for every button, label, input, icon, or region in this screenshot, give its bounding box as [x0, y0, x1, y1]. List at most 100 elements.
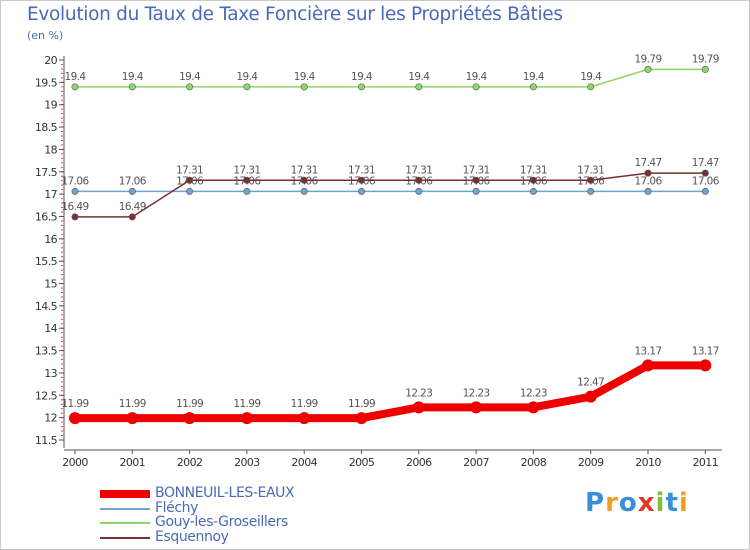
data-label-gouy-les-groseillers: 19.79	[692, 53, 719, 65]
data-point-bonneuil-les-eaux	[584, 390, 597, 403]
y-tick-label: 13	[44, 367, 57, 380]
data-label-gouy-les-groseillers: 19.4	[179, 71, 201, 83]
data-label-bonneuil-les-eaux: 11.99	[61, 398, 88, 410]
x-tick-label: 2000	[62, 456, 88, 469]
data-label-esquennoy: 17.47	[692, 157, 719, 169]
data-point-gouy-les-groseillers	[243, 83, 251, 91]
data-point-bonneuil-les-eaux	[298, 412, 311, 425]
data-label-bonneuil-les-eaux: 13.17	[634, 345, 661, 357]
data-point-gouy-les-groseillers	[701, 65, 709, 73]
data-point-bonneuil-les-eaux	[126, 412, 139, 425]
data-point-esquennoy	[529, 176, 537, 184]
x-tick-label: 2004	[291, 456, 317, 469]
data-label-fl-chy: 17.06	[692, 175, 720, 187]
data-label-bonneuil-les-eaux: 13.17	[692, 345, 719, 357]
legend-swatch	[100, 507, 150, 510]
legend-swatch	[100, 522, 150, 524]
data-point-fl-chy	[701, 187, 709, 195]
data-point-bonneuil-les-eaux	[527, 401, 540, 414]
data-label-bonneuil-les-eaux: 12.23	[463, 387, 490, 399]
data-point-fl-chy	[243, 187, 251, 195]
data-label-esquennoy: 17.31	[176, 164, 203, 176]
data-label-gouy-les-groseillers: 19.4	[122, 71, 144, 83]
data-label-esquennoy: 17.31	[520, 164, 547, 176]
data-point-gouy-les-groseillers	[71, 83, 79, 91]
data-label-esquennoy: 17.31	[577, 164, 604, 176]
data-point-gouy-les-groseillers	[300, 83, 308, 91]
data-label-esquennoy: 16.49	[61, 201, 88, 213]
x-tick-label: 2011	[692, 456, 718, 469]
y-tick-label: 17.5	[35, 166, 58, 179]
legend-swatch	[100, 536, 150, 539]
logo-letter: x	[637, 488, 656, 518]
x-tick-label: 2009	[578, 456, 604, 469]
data-point-fl-chy	[415, 187, 423, 195]
data-point-fl-chy	[300, 187, 308, 195]
legend-item-bonneuil-les-eaux: BONNEUIL-LES-EAUX	[100, 485, 360, 502]
y-tick-label: 11.5	[35, 434, 58, 447]
data-label-esquennoy: 17.47	[634, 157, 661, 169]
proxiti-logo: Proxiti	[585, 488, 689, 518]
data-point-fl-chy	[587, 187, 595, 195]
series-line-esquennoy	[74, 172, 707, 218]
data-label-gouy-les-groseillers: 19.4	[236, 71, 258, 83]
legend-label: BONNEUIL-LES-EAUX	[155, 485, 295, 501]
data-point-esquennoy	[71, 213, 79, 221]
data-label-bonneuil-les-eaux: 11.99	[176, 398, 203, 410]
data-point-fl-chy	[186, 187, 194, 195]
y-tick-label: 16.5	[35, 210, 58, 223]
y-tick-label: 20	[44, 54, 57, 67]
y-tick-label: 18	[44, 143, 57, 156]
data-label-esquennoy: 17.31	[405, 164, 432, 176]
logo-letter: r	[605, 488, 619, 518]
data-point-esquennoy	[243, 176, 251, 184]
data-point-bonneuil-les-eaux	[183, 412, 196, 425]
y-tick-label: 12	[44, 412, 57, 425]
x-tick-label: 2006	[406, 456, 432, 469]
data-point-bonneuil-les-eaux	[412, 401, 425, 414]
logo-letter: P	[585, 488, 606, 518]
x-tick-label: 2010	[635, 456, 661, 469]
y-tick-label: 17	[44, 188, 57, 201]
y-tick-label: 19.5	[35, 76, 58, 89]
data-point-bonneuil-les-eaux	[240, 412, 253, 425]
legend-swatch	[100, 490, 150, 498]
data-label-gouy-les-groseillers: 19.4	[65, 71, 87, 83]
data-point-bonneuil-les-eaux	[355, 412, 368, 425]
data-point-bonneuil-les-eaux	[642, 359, 654, 372]
x-tick-label: 2003	[234, 456, 260, 469]
data-point-esquennoy	[186, 176, 194, 184]
data-point-gouy-les-groseillers	[644, 65, 652, 73]
y-tick-label: 14.5	[35, 300, 58, 313]
data-label-gouy-les-groseillers: 19.4	[408, 71, 430, 83]
x-tick-label: 2001	[119, 456, 145, 469]
data-point-fl-chy	[71, 187, 79, 195]
data-label-gouy-les-groseillers: 19.4	[351, 71, 373, 83]
data-point-fl-chy	[472, 187, 480, 195]
y-tick-label: 19	[44, 99, 57, 112]
logo-letter: i	[655, 488, 666, 518]
data-point-gouy-les-groseillers	[415, 83, 423, 91]
data-label-fl-chy: 17.06	[119, 175, 147, 187]
data-label-fl-chy: 17.06	[634, 175, 662, 187]
data-point-esquennoy	[415, 176, 423, 184]
data-label-bonneuil-les-eaux: 11.99	[119, 398, 146, 410]
data-label-gouy-les-groseillers: 19.4	[523, 71, 545, 83]
data-label-esquennoy: 17.31	[463, 164, 490, 176]
x-tick-label: 2007	[463, 456, 489, 469]
data-label-bonneuil-les-eaux: 12.23	[520, 387, 547, 399]
y-axis-unit: (en %)	[27, 29, 64, 42]
series-line-gouy-les-groseillers	[74, 68, 707, 88]
legend-label: Gouy-les-Groseillers	[155, 514, 288, 530]
data-point-esquennoy	[472, 176, 480, 184]
y-tick-label: 16	[44, 233, 57, 246]
y-tick-label: 13.5	[35, 345, 58, 358]
legend-item-esquennoy: Esquennoy	[100, 529, 360, 546]
data-point-esquennoy	[300, 176, 308, 184]
y-tick-label: 18.5	[35, 121, 58, 134]
data-point-esquennoy	[701, 169, 709, 177]
y-tick-label: 15.5	[35, 255, 58, 268]
data-point-gouy-les-groseillers	[529, 83, 537, 91]
data-label-gouy-les-groseillers: 19.79	[634, 53, 661, 65]
data-label-bonneuil-les-eaux: 12.47	[577, 377, 604, 389]
